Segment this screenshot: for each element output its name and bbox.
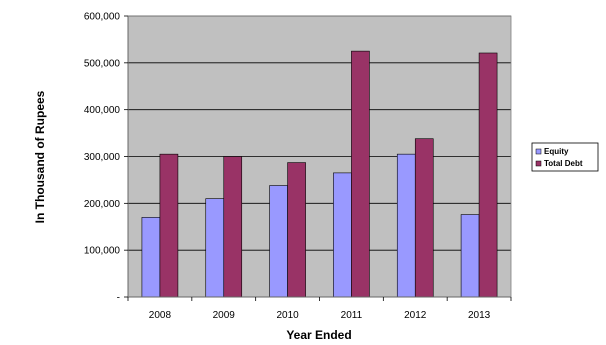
y-tick-label: 300,000: [84, 152, 121, 163]
bar-total-debt-2009: [223, 156, 243, 298]
y-axis-title: In Thousand of Rupees: [33, 90, 47, 223]
legend-label: Total Debt: [544, 159, 583, 168]
y-tick-label: -: [117, 293, 120, 304]
y-tick-label: 400,000: [84, 105, 121, 116]
bar-equity-2008: [141, 217, 161, 298]
bar-equity-2011: [333, 172, 352, 298]
bar-equity-2010: [269, 185, 288, 298]
bar-equity-2009: [205, 198, 225, 298]
y-tick-label: 500,000: [84, 58, 121, 69]
bar-total-debt-2010: [287, 162, 306, 298]
x-axis-title: Year Ended: [286, 328, 351, 342]
x-tick-label: 2009: [213, 310, 236, 321]
bars: [141, 50, 498, 298]
y-tick-label: 200,000: [84, 199, 121, 210]
legend-swatch: [535, 148, 542, 155]
x-tick-label: 2008: [149, 310, 172, 321]
legend-label: Equity: [544, 147, 569, 156]
x-tick-label: 2012: [404, 310, 427, 321]
y-axis-ticks: - 100,000 200,000 300,000 400,000 500,000 600,…: [84, 12, 128, 304]
legend: Equity Total Debt: [531, 142, 599, 172]
bar-total-debt-2011: [351, 50, 370, 298]
bar-equity-2013: [460, 214, 480, 298]
legend-swatch: [535, 160, 542, 167]
x-axis-ticks: 2008 2009 2010 2011 2012 2013: [127, 297, 512, 321]
y-tick-label: 600,000: [84, 12, 121, 23]
x-tick-label: 2011: [341, 310, 363, 321]
bar-total-debt-2008: [159, 153, 179, 298]
legend-box: [531, 142, 599, 172]
bar-total-debt-2012: [414, 138, 434, 298]
bar-total-debt-2013: [478, 52, 498, 298]
x-tick-label: 2013: [468, 310, 491, 321]
y-tick-label: 100,000: [84, 246, 121, 257]
bar-equity-2012: [396, 153, 416, 298]
x-tick-label: 2010: [276, 310, 299, 321]
